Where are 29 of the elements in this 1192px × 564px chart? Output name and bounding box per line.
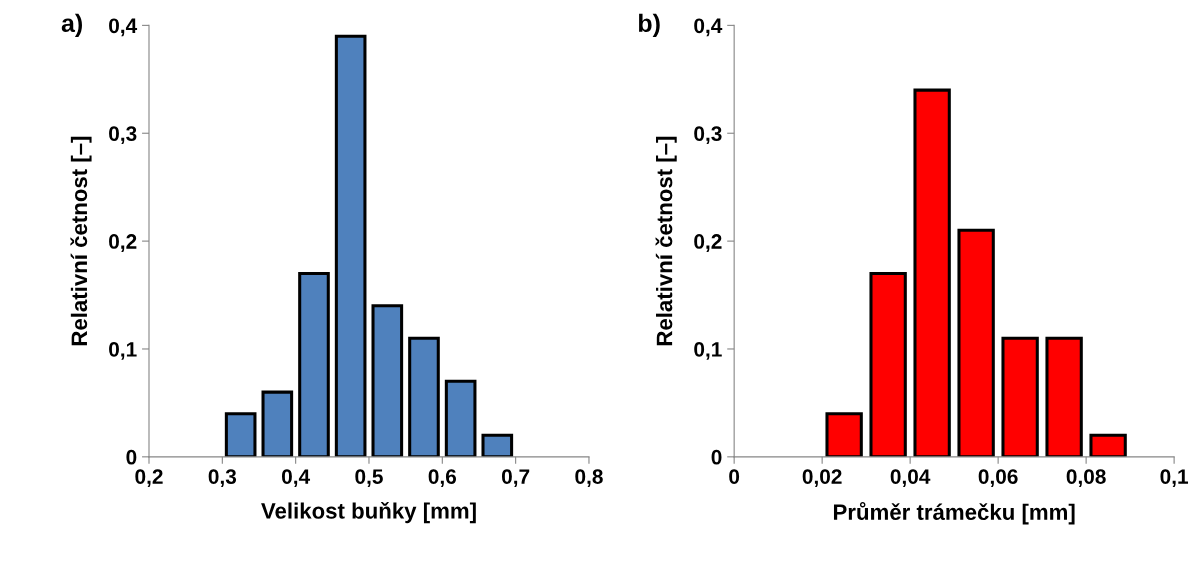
y-tick-label: 0,2	[109, 234, 137, 252]
x-tick-label: 0,2	[135, 469, 163, 487]
y-tick-label: 0,4	[109, 18, 138, 37]
x-tick-label: 0	[729, 469, 740, 484]
x-tick-label: 0,02	[802, 469, 842, 487]
x-tick-label: 0,1	[1160, 469, 1189, 487]
y-tick-label: 0,1	[694, 341, 722, 360]
y-axis-title: Relativní četnost [–]	[655, 136, 677, 346]
x-tick-label: 0,3	[208, 469, 237, 487]
y-tick-label: 0,2	[694, 234, 722, 252]
x-axis-title: Průměr trámečku [mm]	[833, 501, 1075, 525]
x-axis-title: Velikost buňky [mm]	[261, 501, 476, 524]
y-tick-label: 0	[711, 449, 722, 465]
x-tick-label: 0,8	[575, 469, 603, 487]
y-tick-label: 0	[126, 449, 137, 465]
text: b)	[639, 13, 660, 38]
x-tick-label: 0,06	[978, 469, 1018, 487]
y-axis-title: Relativní četnost [–]	[70, 136, 92, 346]
x-tick-label: 0,4	[282, 469, 311, 487]
x-tick-label: 0,7	[501, 469, 530, 487]
text: a)	[61, 13, 82, 38]
x-tick-label: 0,08	[1066, 469, 1106, 487]
y-tick-label: 0,3	[109, 126, 137, 145]
y-tick-label: 0,3	[694, 126, 722, 145]
x-tick-label: 0,5	[355, 469, 383, 487]
y-tick-label: 0,1	[109, 341, 137, 360]
y-tick-label: 0,4	[694, 18, 723, 37]
x-tick-label: 0,6	[428, 469, 457, 487]
x-tick-label: 0,04	[890, 469, 931, 487]
